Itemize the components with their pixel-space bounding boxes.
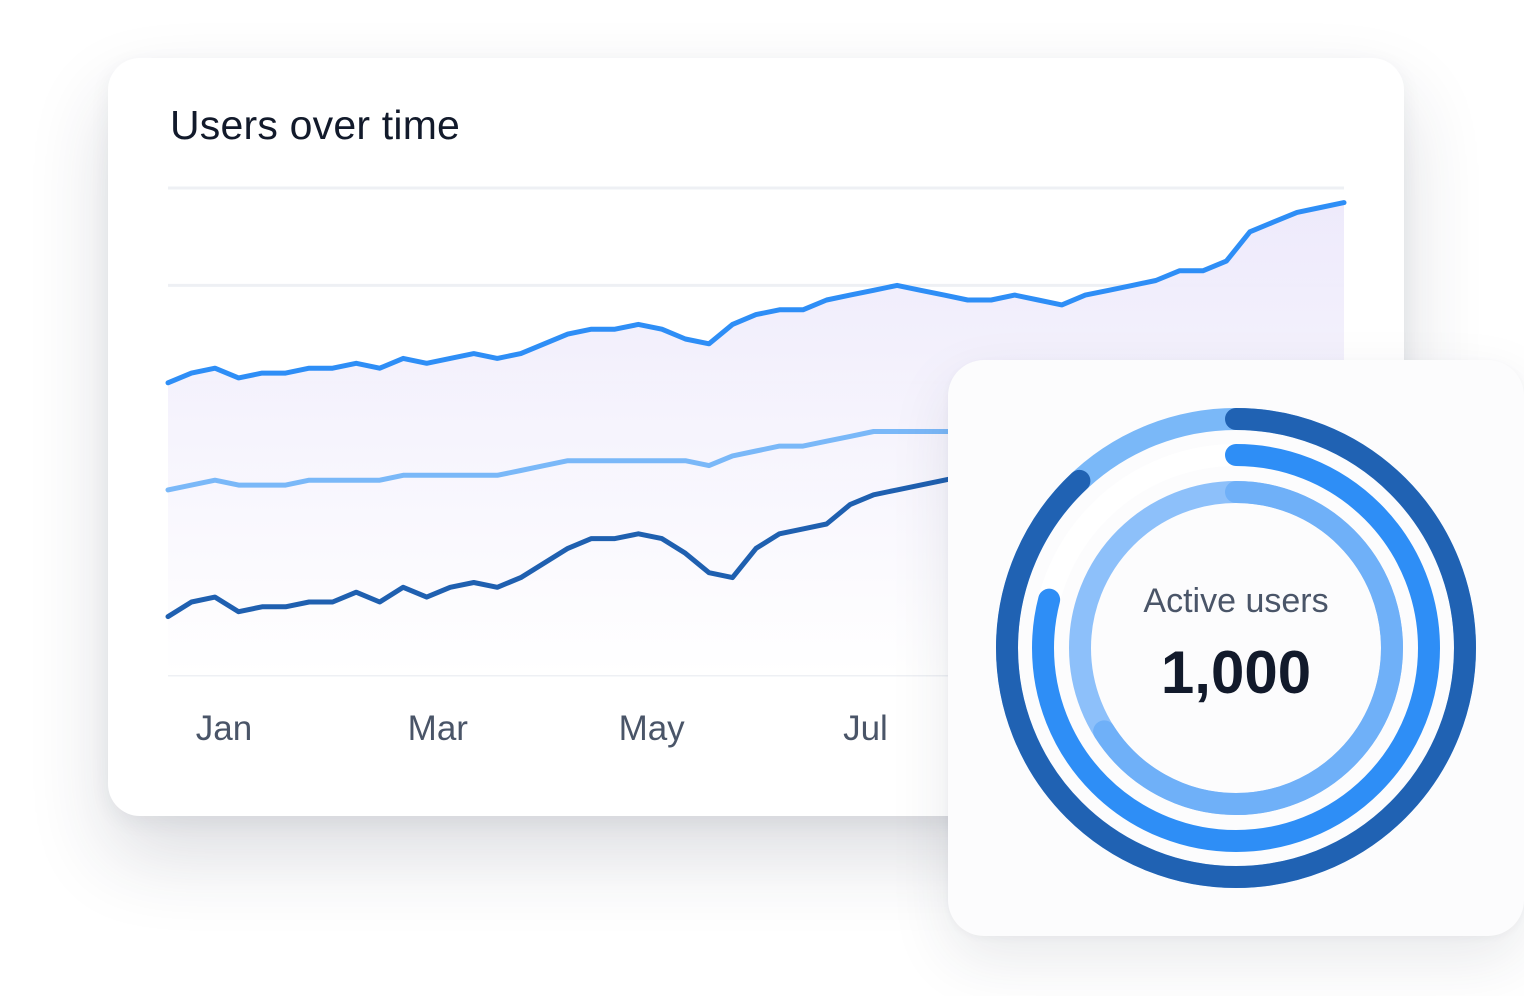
active-users-label: Active users: [1143, 582, 1329, 620]
x-tick-label: Jul: [843, 709, 888, 748]
x-tick-label: May: [619, 709, 686, 748]
active-users-donut: [996, 408, 1476, 888]
x-tick-label: Mar: [408, 709, 469, 748]
series-line-1: [165, 200, 1347, 386]
chart-title: Users over time: [170, 102, 461, 148]
ring-progress-3: [1069, 481, 1403, 815]
active-users-card: Active users 1,000: [948, 360, 1524, 936]
active-users-value: 1,000: [1160, 639, 1312, 706]
ring-progress-2: [1032, 444, 1440, 852]
ring-progress-1: [996, 408, 1476, 888]
x-tick-label: Jan: [196, 709, 252, 748]
